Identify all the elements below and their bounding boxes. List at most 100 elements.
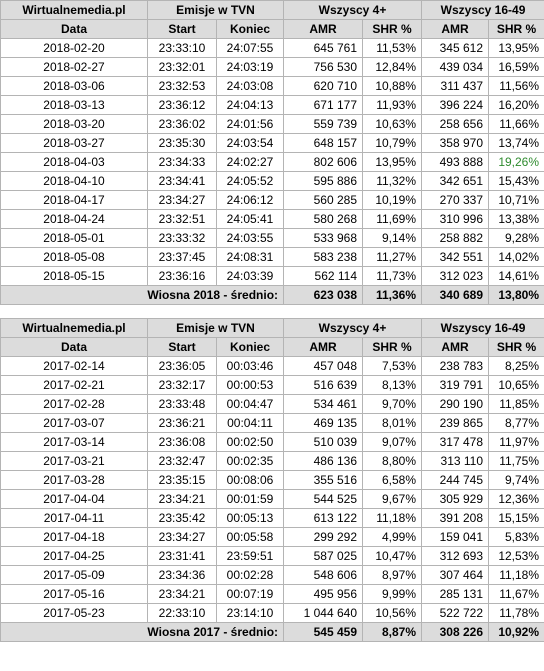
amr-16-49-cell: 159 041 [421,527,490,547]
shr-4plus-cell: 10,63% [362,114,423,134]
table-2017-body: Wirtualnemedia.pl Emisje w TVN Wszyscy 4+ W… [0,318,544,642]
shr-4plus-cell: 9,99% [362,584,423,604]
shr-4plus-cell: 12,84% [362,57,423,77]
end-cell: 24:05:41 [215,209,285,229]
shr-16-49-cell: 11,67% [488,584,544,604]
amr-4plus-cell: 533 968 [283,228,364,248]
shr-4plus-column-header: SHR % [362,19,423,39]
end-cell: 00:05:13 [215,508,285,528]
start-cell: 23:32:01 [147,57,217,77]
shr-16-49-cell: 12,53% [488,546,544,566]
date-cell: 2017-04-11 [0,508,148,528]
end-cell: 24:03:19 [215,57,285,77]
table-row: 2018-03-13 23:36:12 24:04:13 671 177 11,93% 3… [0,95,544,115]
shr-16-49-cell: 15,43% [488,171,544,191]
amr-16-49-column-header: AMR [421,337,490,357]
amr-4plus-cell: 671 177 [283,95,364,115]
shr-4plus-cell: 10,88% [362,76,423,96]
end-cell: 24:07:55 [215,38,285,58]
start-cell: 23:32:53 [147,76,217,96]
start-cell: 23:32:17 [147,375,217,395]
table-row: 2018-05-15 23:36:16 24:03:39 562 114 11,73% 3… [0,266,544,286]
date-cell: 2017-04-04 [0,489,148,509]
start-column-header: Start [147,19,217,39]
ratings-container: Wirtualnemedia.pl Emisje w TVN Wszyscy 4+ W… [0,0,544,642]
amr-16-49-cell: 311 437 [421,76,490,96]
amr-16-49-cell: 493 888 [421,152,490,172]
amr-16-49-cell: 312 693 [421,546,490,566]
end-cell: 24:03:54 [215,133,285,153]
start-cell: 23:34:27 [147,527,217,547]
end-cell: 24:08:31 [215,247,285,267]
shr-16-49-cell: 16,59% [488,57,544,77]
shr-16-49-cell: 9,74% [488,470,544,490]
amr-4plus-cell: 613 122 [283,508,364,528]
table-row: 2018-03-06 23:32:53 24:03:08 620 710 10,88% 3… [0,76,544,96]
shr-4plus-cell: 9,07% [362,432,423,452]
shr-16-49-cell: 11,56% [488,76,544,96]
amr-4plus-cell: 648 157 [283,133,364,153]
shr-4plus-cell: 11,18% [362,508,423,528]
emisje-header: Emisje w TVN [146,0,285,20]
end-cell: 00:03:46 [215,356,285,376]
shr-16-49-column-header: SHR % [488,337,544,357]
shr-4plus-cell: 8,97% [362,565,423,585]
header-row: Wirtualnemedia.pl Emisje w TVN Wszyscy 4+ W… [0,0,544,20]
brand-header: Wirtualnemedia.pl [0,0,148,20]
table-row: 2017-03-07 23:36:21 00:04:11 469 135 8,01% 23… [0,413,544,433]
shr-16-49-cell: 13,74% [488,133,544,153]
table-row: 2018-03-27 23:35:30 24:03:54 648 157 10,79% 3… [0,133,544,153]
shr-4plus-cell: 11,27% [362,247,423,267]
avg-shr-4plus-cell: 11,36% [362,285,423,305]
shr-4plus-cell: 8,80% [362,451,423,471]
end-column-header: Koniec [215,337,285,357]
amr-16-49-cell: 258 656 [421,114,490,134]
start-cell: 23:34:27 [147,190,217,210]
end-cell: 00:05:58 [215,527,285,547]
amr-4plus-cell: 548 606 [283,565,364,585]
start-cell: 23:36:02 [147,114,217,134]
table-spacer [0,305,544,318]
end-cell: 00:02:35 [215,451,285,471]
table-row: 2017-03-21 23:32:47 00:02:35 486 136 8,80% 31… [0,451,544,471]
shr-16-49-cell: 19,26% [488,152,544,172]
shr-4plus-cell: 9,14% [362,228,423,248]
date-cell: 2017-05-09 [0,565,148,585]
date-cell: 2017-03-28 [0,470,148,490]
end-cell: 23:59:51 [215,546,285,566]
table-row: 2017-02-21 23:32:17 00:00:53 516 639 8,13% 31… [0,375,544,395]
amr-4plus-cell: 595 886 [283,171,364,191]
table-2018-body: Wirtualnemedia.pl Emisje w TVN Wszyscy 4+ W… [0,0,544,305]
end-cell: 24:01:56 [215,114,285,134]
table-row: 2017-03-28 23:35:15 00:08:06 355 516 6,58% 24… [0,470,544,490]
shr-4plus-cell: 4,99% [362,527,423,547]
table-2017: Wirtualnemedia.pl Emisje w TVN Wszyscy 4+ W… [0,318,544,642]
start-cell: 23:32:51 [147,209,217,229]
start-cell: 23:33:10 [147,38,217,58]
date-cell: 2017-02-21 [0,375,148,395]
end-cell: 00:01:59 [215,489,285,509]
avg-shr-16-49-cell: 13,80% [488,285,544,305]
amr-4plus-cell: 587 025 [283,546,364,566]
amr-4plus-cell: 355 516 [283,470,364,490]
end-cell: 00:04:47 [215,394,285,414]
start-cell: 23:35:15 [147,470,217,490]
date-cell: 2018-03-27 [0,133,148,153]
avg-amr-4plus-cell: 545 459 [283,622,364,642]
start-cell: 23:33:32 [147,228,217,248]
start-cell: 22:33:10 [147,603,217,623]
date-cell: 2017-05-23 [0,603,148,623]
shr-4plus-cell: 11,53% [362,38,423,58]
shr-16-49-cell: 10,71% [488,190,544,210]
amr-16-49-cell: 342 551 [421,247,490,267]
end-cell: 24:04:13 [215,95,285,115]
amr-16-49-cell: 312 023 [421,266,490,286]
amr-16-49-cell: 307 464 [421,565,490,585]
date-column-header: Data [0,19,148,39]
shr-4plus-cell: 11,69% [362,209,423,229]
avg-amr-4plus-cell: 623 038 [283,285,364,305]
table-row: 2018-04-17 23:34:27 24:06:12 560 285 10,19% 2… [0,190,544,210]
shr-4plus-cell: 7,53% [362,356,423,376]
date-cell: 2017-03-07 [0,413,148,433]
amr-4plus-cell: 516 639 [283,375,364,395]
